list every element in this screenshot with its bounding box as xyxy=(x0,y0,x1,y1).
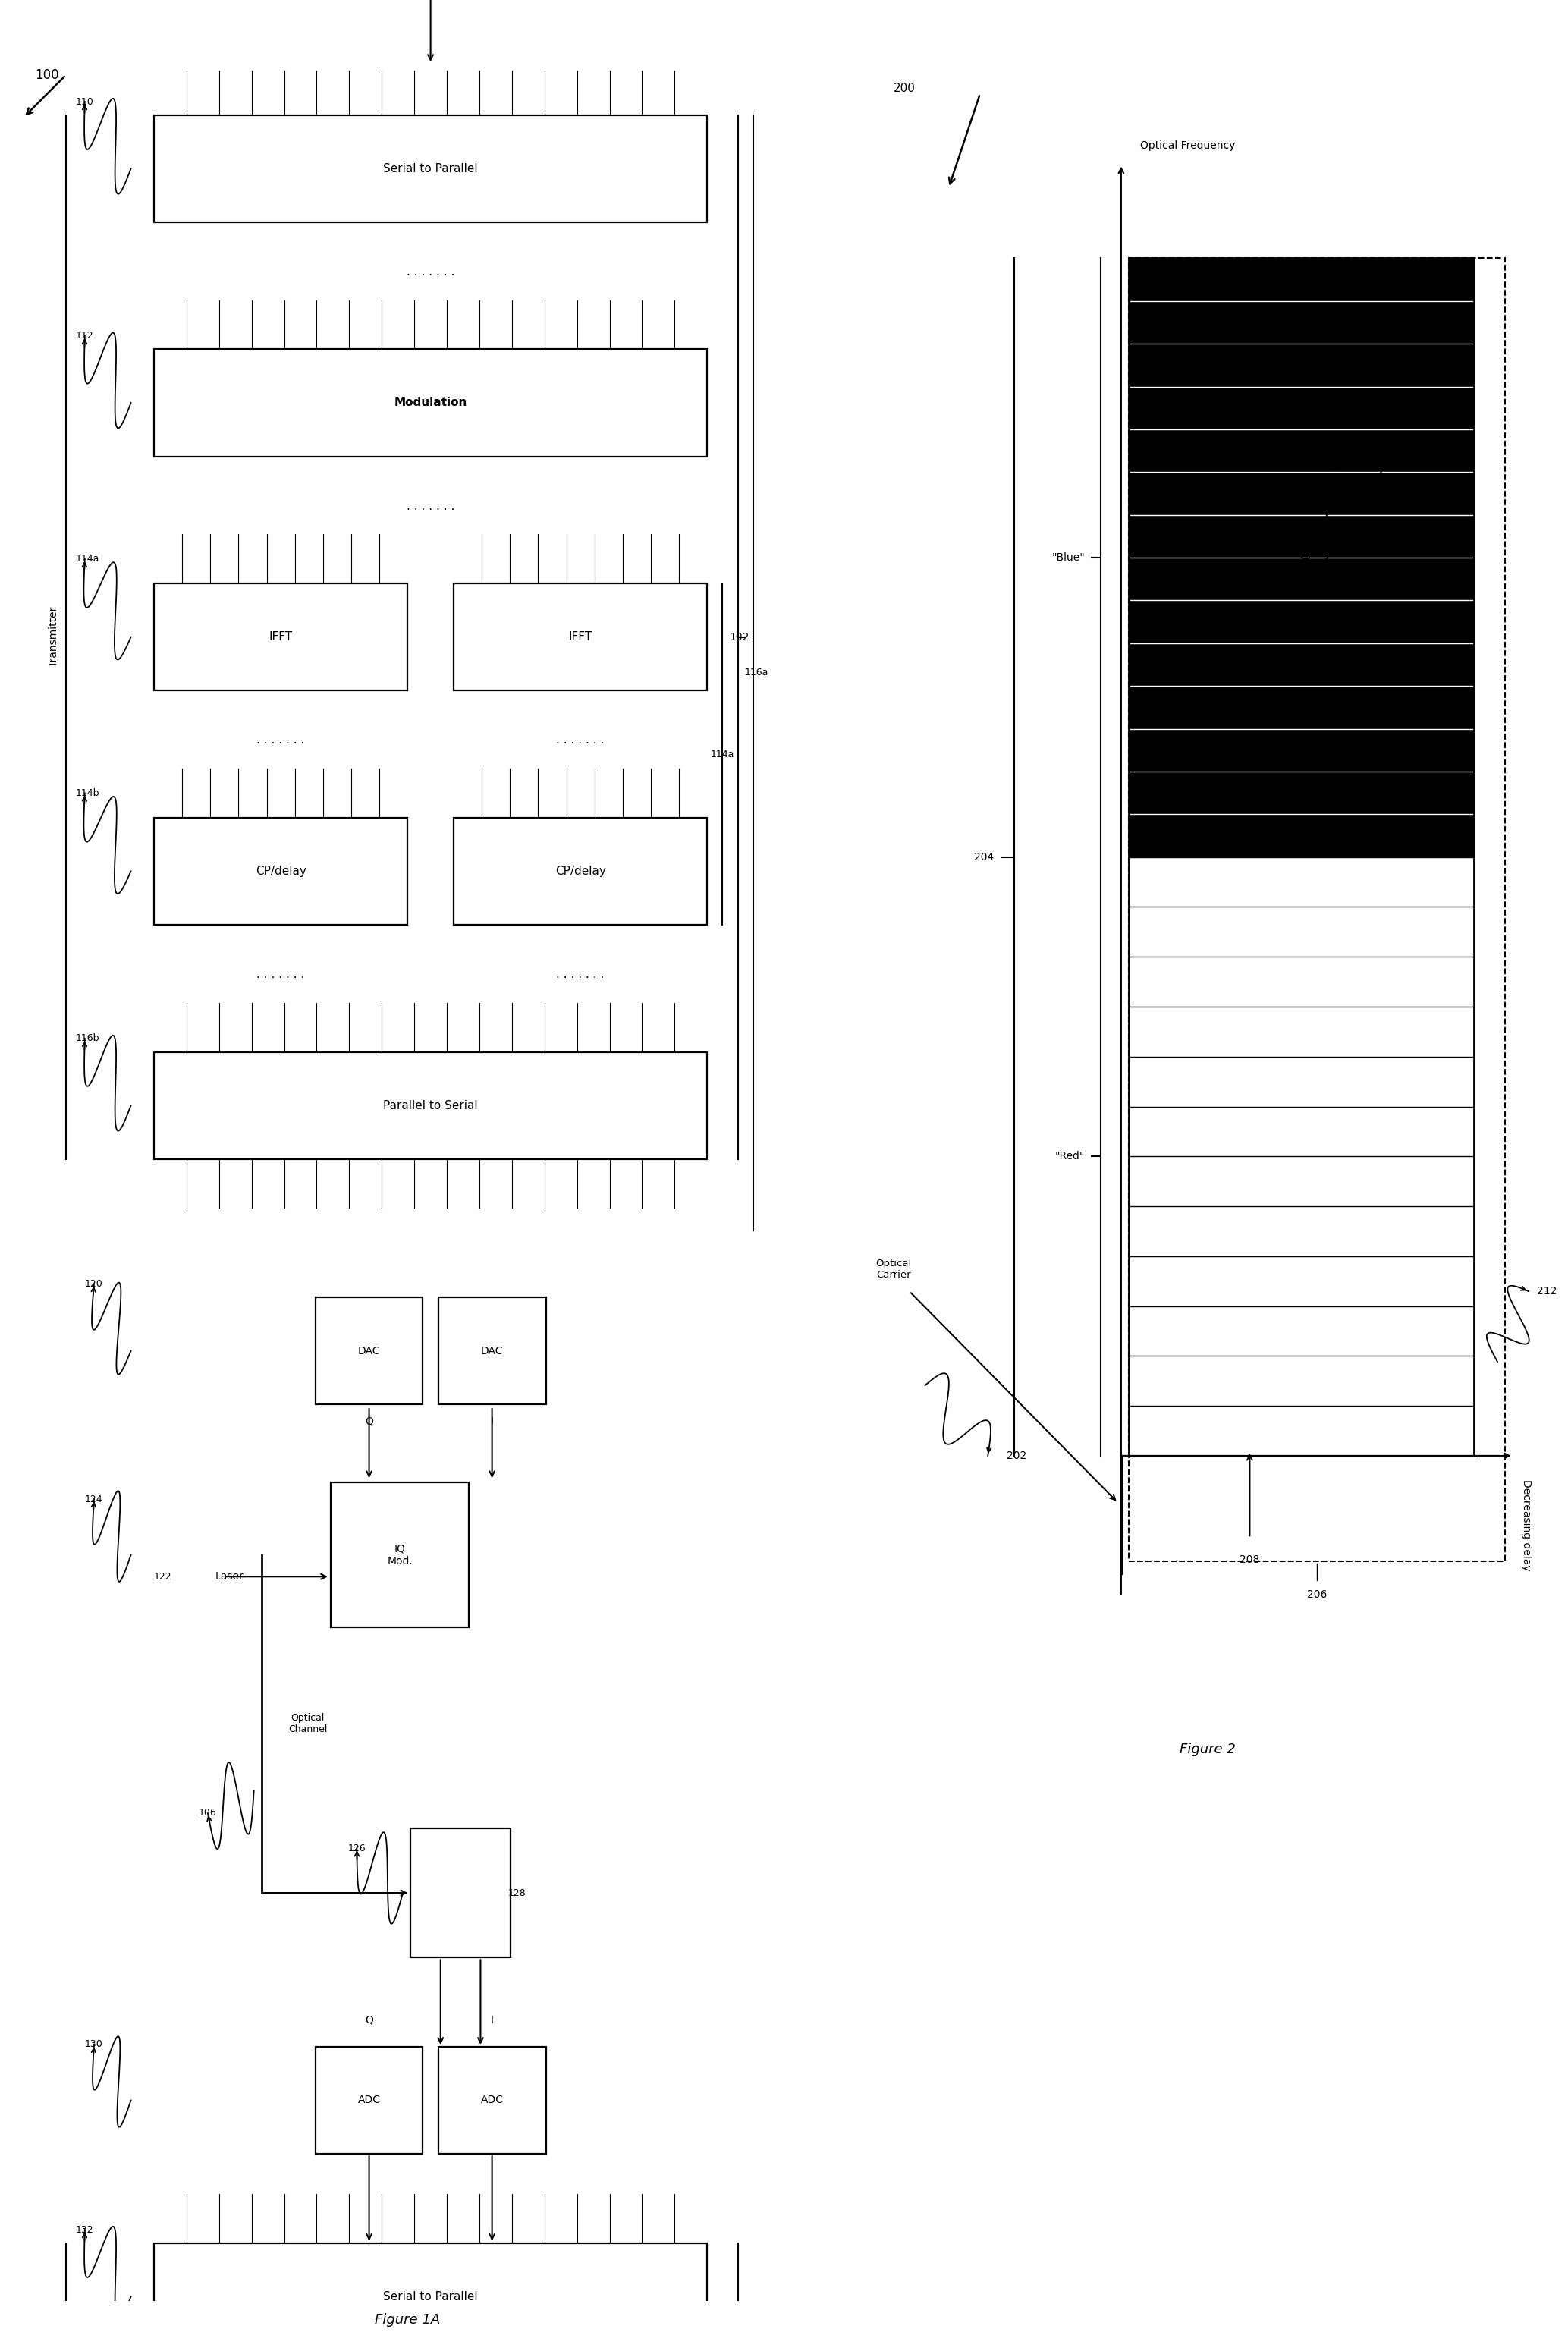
Text: 122: 122 xyxy=(154,1571,172,1583)
Text: · · · · · · ·: · · · · · · · xyxy=(557,737,604,749)
Text: 210: 210 xyxy=(1160,458,1181,470)
Text: Optical
Carrier: Optical Carrier xyxy=(877,1259,911,1280)
Text: ADC: ADC xyxy=(358,2094,381,2106)
Text: "Blue": "Blue" xyxy=(1052,552,1085,564)
Text: Serial to Parallel: Serial to Parallel xyxy=(383,2292,478,2303)
Text: 204: 204 xyxy=(974,852,994,862)
Text: Figure 2: Figure 2 xyxy=(1179,1742,1236,1756)
Bar xyxy=(315,1296,423,1404)
Text: 212: 212 xyxy=(1537,1287,1557,1296)
Text: 106: 106 xyxy=(199,1808,216,1817)
Text: I: I xyxy=(491,2015,494,2026)
Text: CP/delay: CP/delay xyxy=(555,866,605,876)
Text: Modulation: Modulation xyxy=(394,397,467,409)
Text: Optical
Channel: Optical Channel xyxy=(289,1714,328,1735)
Text: 112: 112 xyxy=(75,331,94,340)
Bar xyxy=(1129,258,1474,1456)
Text: Q: Q xyxy=(365,1416,373,1428)
Bar xyxy=(453,582,707,690)
Text: "Red": "Red" xyxy=(1055,1151,1085,1162)
Text: 200: 200 xyxy=(894,82,916,94)
Text: · · · · · · ·: · · · · · · · xyxy=(257,737,304,749)
Text: 102: 102 xyxy=(729,632,750,643)
Bar xyxy=(154,582,408,690)
Text: 208: 208 xyxy=(1240,1554,1259,1566)
Bar xyxy=(154,350,707,456)
Text: 114a: 114a xyxy=(710,749,734,758)
Text: DAC: DAC xyxy=(358,1345,381,1357)
Text: · · · · · · ·: · · · · · · · xyxy=(406,505,455,517)
Text: 206: 206 xyxy=(1308,1590,1327,1601)
Text: Figure 1A: Figure 1A xyxy=(375,2313,441,2327)
Bar xyxy=(315,2047,423,2153)
Text: Parallel to Serial: Parallel to Serial xyxy=(383,1099,478,1111)
Bar xyxy=(1129,258,1505,1561)
Text: Decreasing delay: Decreasing delay xyxy=(1521,1479,1532,1571)
Text: Laser: Laser xyxy=(215,1571,245,1583)
Bar xyxy=(154,1052,707,1160)
Text: IFFT: IFFT xyxy=(270,632,293,643)
Bar xyxy=(154,2242,707,2348)
Text: · · · · · · ·: · · · · · · · xyxy=(406,270,455,282)
Text: 202: 202 xyxy=(1007,1451,1027,1460)
Text: 116a: 116a xyxy=(745,667,768,679)
Text: 124: 124 xyxy=(85,1493,103,1505)
Bar xyxy=(411,1829,511,1958)
Text: 110: 110 xyxy=(75,96,94,106)
Text: · · · · · · ·: · · · · · · · xyxy=(257,972,304,984)
Text: Q: Q xyxy=(365,2015,373,2026)
Text: Transmitter: Transmitter xyxy=(49,606,60,667)
Text: Optical Frequency: Optical Frequency xyxy=(1140,141,1236,150)
Text: 114b: 114b xyxy=(75,789,99,798)
Text: 130: 130 xyxy=(85,2040,103,2050)
Text: IFFT: IFFT xyxy=(569,632,593,643)
Text: ADC: ADC xyxy=(481,2094,503,2106)
Bar xyxy=(1129,857,1474,1456)
Text: 116b: 116b xyxy=(75,1033,99,1043)
Text: 132: 132 xyxy=(75,2224,94,2235)
Bar xyxy=(154,115,707,223)
Text: CP/delay: CP/delay xyxy=(256,866,306,876)
Text: 128: 128 xyxy=(508,1888,525,1897)
Text: DAC: DAC xyxy=(481,1345,503,1357)
Text: · · · · · · ·: · · · · · · · xyxy=(557,972,604,984)
Text: IQ
Mod.: IQ Mod. xyxy=(387,1543,412,1566)
Text: Serial to Parallel: Serial to Parallel xyxy=(383,162,478,174)
Bar xyxy=(1129,258,1474,857)
Text: I: I xyxy=(491,1416,494,1428)
Bar xyxy=(437,2047,546,2153)
Bar xyxy=(437,1296,546,1404)
Bar xyxy=(154,817,408,925)
Text: 120: 120 xyxy=(85,1280,103,1289)
Text: 100: 100 xyxy=(34,68,60,82)
Bar xyxy=(453,817,707,925)
Bar xyxy=(331,1482,469,1627)
Text: 114a: 114a xyxy=(75,554,99,564)
Text: 126: 126 xyxy=(348,1843,365,1853)
